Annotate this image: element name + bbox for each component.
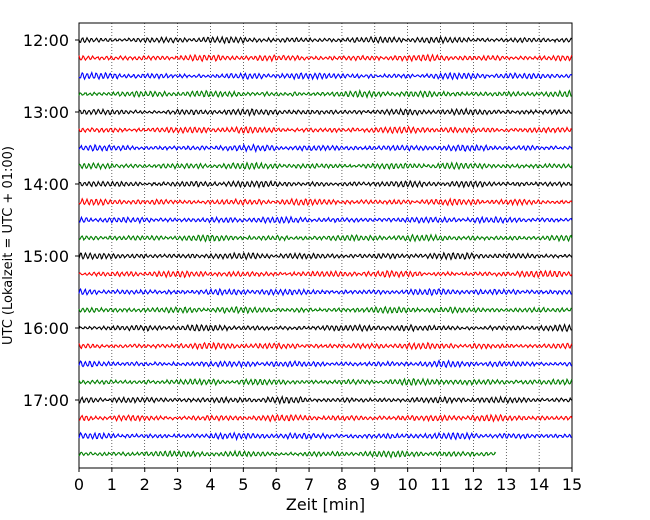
trace-line	[78, 413, 573, 423]
y-axis-label: UTC (Lokalzeit = UTC + 01:00)	[1, 146, 16, 345]
y-axis-ticks: 12:00 13:00 14:00 15:00 16:00 17:00	[23, 31, 79, 410]
x-tick-label: 15	[562, 475, 582, 494]
x-tick-label: 6	[271, 475, 281, 494]
trace-line	[78, 35, 573, 45]
trace-line	[78, 431, 572, 442]
trace-line	[78, 305, 572, 315]
trace-line	[78, 449, 497, 459]
x-tick-label: 11	[430, 475, 450, 494]
x-tick-label: 4	[205, 475, 215, 494]
y-tick-label: 13:00	[23, 103, 69, 122]
trace-line	[78, 341, 573, 351]
x-tick-label: 2	[140, 475, 150, 494]
x-tick-label: 14	[529, 475, 549, 494]
y-tick-label: 14:00	[23, 175, 69, 194]
plot-border	[78, 22, 573, 469]
trace-line	[78, 161, 573, 171]
x-tick-label: 13	[496, 475, 516, 494]
trace-line	[78, 377, 573, 387]
trace-line	[78, 394, 573, 405]
x-axis-label: Zeit [min]	[286, 495, 365, 514]
x-tick-label: 8	[337, 475, 347, 494]
seismic-traces	[78, 35, 573, 459]
vertical-gridlines	[111, 23, 540, 468]
trace-line	[78, 125, 573, 135]
trace-line	[78, 107, 572, 117]
trace-line	[78, 197, 573, 207]
y-tick-label: 16:00	[23, 319, 69, 338]
trace-line	[78, 322, 573, 333]
x-axis-ticks: 0 1 2 3 4 5 6 7 8 9 10 11 12 13 14 15	[74, 468, 582, 494]
trace-line	[78, 70, 573, 81]
trace-line	[78, 287, 572, 297]
x-tick-label: 10	[397, 475, 417, 494]
trace-line	[78, 233, 573, 243]
y-tick-label: 15:00	[23, 247, 69, 266]
y-tick-label: 12:00	[23, 31, 69, 50]
x-tick-label: 12	[463, 475, 483, 494]
x-tick-label: 3	[173, 475, 183, 494]
x-tick-label: 1	[107, 475, 117, 494]
x-tick-label: 9	[370, 475, 380, 494]
trace-line	[79, 215, 573, 225]
x-tick-label: 5	[238, 475, 248, 494]
trace-line	[78, 251, 573, 261]
trace-line	[78, 53, 573, 63]
x-tick-label: 0	[74, 475, 84, 494]
y-tick-label: 17:00	[23, 391, 69, 410]
plot-frame	[78, 22, 573, 469]
trace-line	[78, 269, 573, 279]
trace-line	[78, 179, 573, 189]
trace-line	[78, 88, 572, 99]
x-tick-label: 7	[304, 475, 314, 494]
trace-line	[78, 143, 573, 154]
trace-line	[78, 359, 573, 369]
